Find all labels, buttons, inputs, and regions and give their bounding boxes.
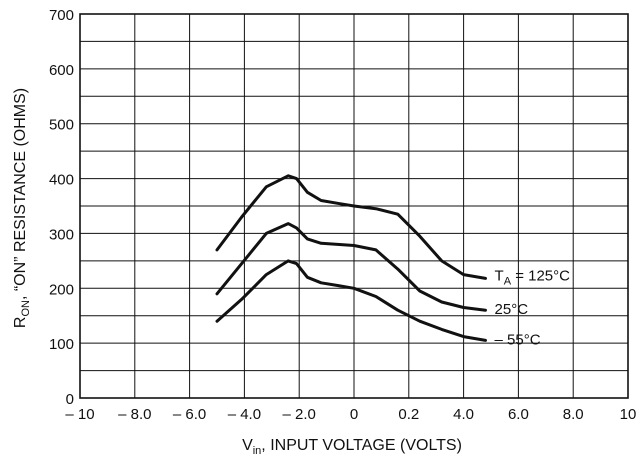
- y-tick-label: 500: [49, 117, 74, 134]
- y-tick-labels: 0 100 200 300 400 500 600 700: [49, 7, 74, 408]
- y-tick-label: 600: [49, 62, 74, 79]
- x-tick-label: 4.0: [453, 406, 474, 423]
- x-tick-label: – 6.0: [173, 406, 206, 423]
- y-axis-label-rest: , “ON” RESISTANCE (OHMS): [12, 88, 29, 300]
- grid: [80, 14, 628, 398]
- y-tick-label: 100: [49, 336, 74, 353]
- y-tick-label: 700: [49, 7, 74, 24]
- x-tick-label: – 8.0: [118, 406, 151, 423]
- x-axis-label-main: V: [242, 437, 253, 454]
- y-tick-label: 0: [66, 391, 74, 408]
- x-tick-label: – 10: [65, 406, 94, 423]
- plot-frame: [79, 13, 629, 399]
- x-tick-label: 6.0: [508, 406, 529, 423]
- series-line-1: [215, 222, 487, 312]
- x-tick-label: 0.2: [398, 406, 419, 423]
- x-axis-label-sub: in: [253, 445, 262, 457]
- y-tick-label: 200: [49, 281, 74, 298]
- x-tick-label: 0: [350, 406, 358, 423]
- series-label-0: TA = 125°C: [495, 267, 571, 287]
- y-tick-label: 300: [49, 226, 74, 243]
- x-tick-label: 8.0: [563, 406, 584, 423]
- y-axis-label: RON, “ON” RESISTANCE (OHMS): [12, 88, 32, 328]
- x-axis-label-rest: , INPUT VOLTAGE (VOLTS): [261, 437, 462, 454]
- y-axis-label-sub: ON: [20, 300, 32, 317]
- x-tick-label: 10: [620, 406, 637, 423]
- series-labels: TA = 125°C 25°C – 55°C: [495, 267, 571, 348]
- series-line-0: [215, 174, 487, 280]
- series-line-2: [215, 259, 487, 342]
- y-tick-label: 400: [49, 172, 74, 189]
- series-lines: [215, 174, 487, 342]
- y-axis-label-main: R: [12, 317, 29, 329]
- series-label-2: – 55°C: [495, 331, 541, 348]
- x-tick-label: – 2.0: [283, 406, 316, 423]
- x-tick-label: – 4.0: [228, 406, 261, 423]
- x-axis-label: Vin, INPUT VOLTAGE (VOLTS): [242, 437, 462, 457]
- x-tick-labels: – 10 – 8.0 – 6.0 – 4.0 – 2.0 0 0.2 4.0 6.0 8.0 10: [65, 406, 636, 423]
- series-label-1: 25°C: [495, 301, 529, 318]
